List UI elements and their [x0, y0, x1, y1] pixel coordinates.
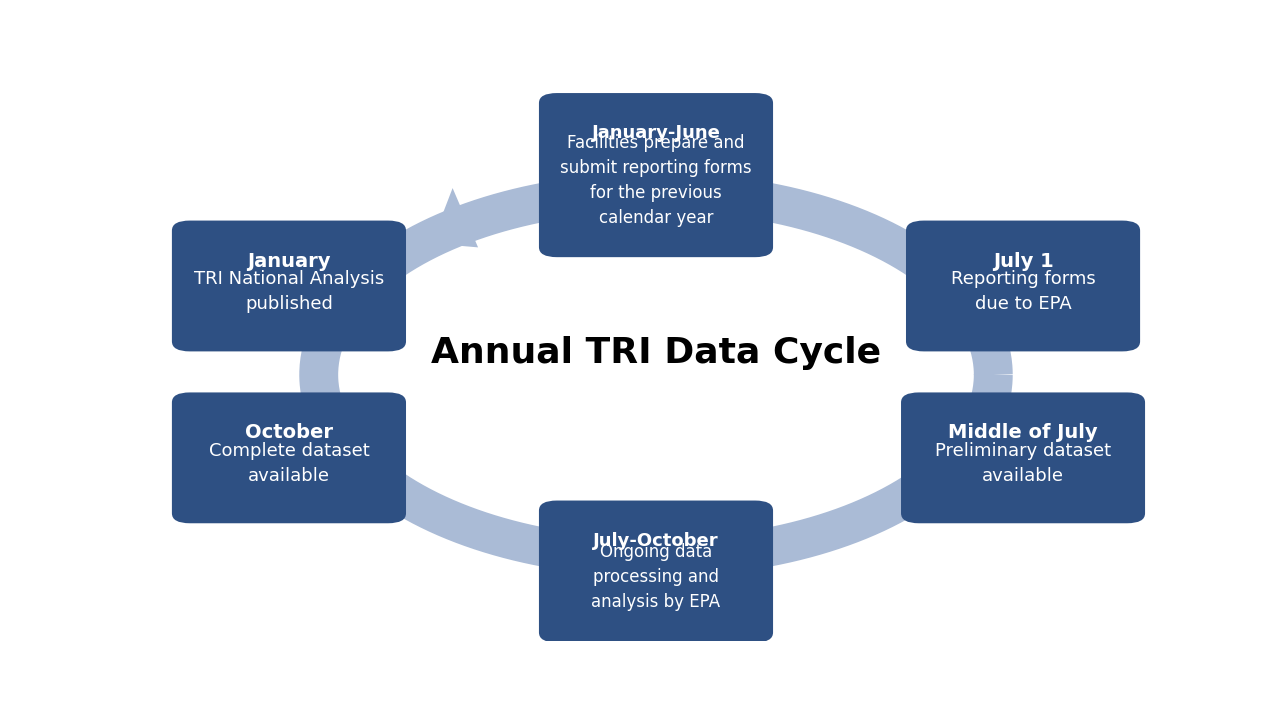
Text: Middle of July: Middle of July — [948, 423, 1098, 443]
FancyBboxPatch shape — [172, 392, 406, 523]
Text: July-October: July-October — [593, 531, 719, 549]
Text: October: October — [244, 423, 333, 443]
FancyBboxPatch shape — [172, 220, 406, 351]
FancyBboxPatch shape — [539, 93, 773, 257]
Text: January-June: January-June — [591, 124, 721, 142]
Text: TRI National Analysis
published: TRI National Analysis published — [193, 270, 384, 313]
FancyBboxPatch shape — [906, 220, 1140, 351]
FancyBboxPatch shape — [539, 500, 773, 642]
Text: Facilities prepare and
submit reporting forms
for the previous
calendar year: Facilities prepare and submit reporting … — [561, 134, 751, 227]
Text: Preliminary dataset
available: Preliminary dataset available — [934, 442, 1111, 485]
FancyBboxPatch shape — [901, 392, 1146, 523]
Text: Annual TRI Data Cycle: Annual TRI Data Cycle — [431, 336, 881, 369]
Text: July 1: July 1 — [993, 251, 1053, 271]
Text: January: January — [247, 251, 330, 271]
Text: Complete dataset
available: Complete dataset available — [209, 442, 370, 485]
Text: Ongoing data
processing and
analysis by EPA: Ongoing data processing and analysis by … — [591, 543, 721, 611]
Text: Reporting forms
due to EPA: Reporting forms due to EPA — [951, 270, 1096, 313]
Polygon shape — [431, 188, 477, 248]
